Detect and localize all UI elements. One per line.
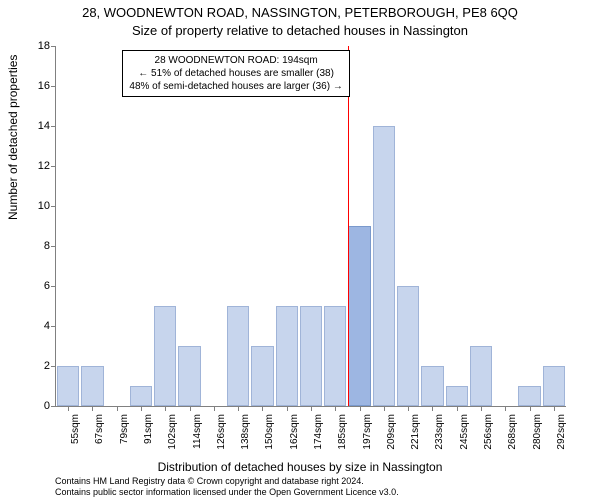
x-tick xyxy=(554,406,555,411)
x-tick xyxy=(92,406,93,411)
x-tick xyxy=(432,406,433,411)
histogram-bar xyxy=(154,306,176,406)
annotation-line-3: 48% of semi-detached houses are larger (… xyxy=(129,80,342,93)
y-tick xyxy=(51,166,56,167)
annotation-line-1: 28 WOODNEWTON ROAD: 194sqm xyxy=(129,54,342,67)
x-tick-label: 268sqm xyxy=(507,414,518,450)
x-tick-label: 126sqm xyxy=(216,414,227,450)
y-tick xyxy=(51,366,56,367)
y-tick xyxy=(51,86,56,87)
x-tick-label: 150sqm xyxy=(264,414,275,450)
x-tick-label: 138sqm xyxy=(240,414,251,450)
histogram-bar-highlight xyxy=(348,226,370,406)
footer-line-2: Contains public sector information licen… xyxy=(55,487,399,498)
x-tick-label: 102sqm xyxy=(167,414,178,450)
histogram-bar xyxy=(373,126,395,406)
x-tick-label: 91sqm xyxy=(143,414,154,444)
reference-line xyxy=(348,46,349,406)
y-tick-label: 4 xyxy=(44,320,50,332)
x-tick xyxy=(165,406,166,411)
y-tick-label: 16 xyxy=(38,80,50,92)
y-tick xyxy=(51,246,56,247)
x-tick xyxy=(360,406,361,411)
histogram-bar xyxy=(227,306,249,406)
histogram-bar xyxy=(300,306,322,406)
y-tick-label: 18 xyxy=(38,40,50,52)
x-tick xyxy=(238,406,239,411)
x-tick xyxy=(141,406,142,411)
y-tick xyxy=(51,46,56,47)
y-tick xyxy=(51,206,56,207)
x-tick xyxy=(408,406,409,411)
histogram-bar xyxy=(81,366,103,406)
annotation-box: 28 WOODNEWTON ROAD: 194sqm← 51% of detac… xyxy=(122,50,349,97)
x-tick xyxy=(311,406,312,411)
histogram-bar xyxy=(57,366,79,406)
x-tick xyxy=(457,406,458,411)
x-tick-label: 67sqm xyxy=(94,414,105,444)
x-tick xyxy=(530,406,531,411)
x-tick-label: 162sqm xyxy=(289,414,300,450)
chart-title-main: 28, WOODNEWTON ROAD, NASSINGTON, PETERBO… xyxy=(0,5,600,20)
x-tick-label: 55sqm xyxy=(70,414,81,444)
x-tick-label: 280sqm xyxy=(532,414,543,450)
histogram-bar xyxy=(518,386,540,406)
x-tick xyxy=(190,406,191,411)
chart-title-sub: Size of property relative to detached ho… xyxy=(0,23,600,38)
y-tick xyxy=(51,126,56,127)
y-tick-label: 2 xyxy=(44,360,50,372)
x-tick xyxy=(505,406,506,411)
histogram-bar xyxy=(397,286,419,406)
x-tick-label: 79sqm xyxy=(119,414,130,444)
y-tick xyxy=(51,406,56,407)
footer-line-1: Contains HM Land Registry data © Crown c… xyxy=(55,476,399,487)
x-tick-label: 233sqm xyxy=(434,414,445,450)
y-tick xyxy=(51,326,56,327)
x-tick xyxy=(68,406,69,411)
x-tick xyxy=(117,406,118,411)
y-tick-label: 12 xyxy=(38,160,50,172)
histogram-bar xyxy=(543,366,565,406)
x-tick xyxy=(214,406,215,411)
x-tick-label: 209sqm xyxy=(386,414,397,450)
histogram-bar xyxy=(251,346,273,406)
x-tick xyxy=(384,406,385,411)
footer-attribution: Contains HM Land Registry data © Crown c… xyxy=(55,476,399,498)
x-tick xyxy=(481,406,482,411)
x-tick-label: 185sqm xyxy=(337,414,348,450)
x-tick xyxy=(335,406,336,411)
histogram-bar xyxy=(470,346,492,406)
x-tick xyxy=(287,406,288,411)
x-tick xyxy=(262,406,263,411)
x-tick-label: 256sqm xyxy=(483,414,494,450)
histogram-bar xyxy=(276,306,298,406)
y-tick-label: 10 xyxy=(38,200,50,212)
x-axis-label: Distribution of detached houses by size … xyxy=(0,460,600,474)
x-tick-label: 174sqm xyxy=(313,414,324,450)
y-axis-label: Number of detached properties xyxy=(6,55,20,220)
x-tick-label: 221sqm xyxy=(410,414,421,450)
chart-plot-area: 28 WOODNEWTON ROAD: 194sqm← 51% of detac… xyxy=(55,46,566,407)
histogram-bar xyxy=(178,346,200,406)
annotation-line-2: ← 51% of detached houses are smaller (38… xyxy=(129,67,342,80)
y-tick xyxy=(51,286,56,287)
x-tick-label: 114sqm xyxy=(192,414,203,449)
histogram-bar xyxy=(446,386,468,406)
y-tick-label: 6 xyxy=(44,280,50,292)
y-tick-label: 14 xyxy=(38,120,50,132)
x-tick-label: 245sqm xyxy=(459,414,470,450)
histogram-bar xyxy=(324,306,346,406)
histogram-bar xyxy=(421,366,443,406)
x-tick-label: 197sqm xyxy=(362,414,373,450)
histogram-bar xyxy=(130,386,152,406)
y-tick-label: 0 xyxy=(44,400,50,412)
y-tick-label: 8 xyxy=(44,240,50,252)
x-tick-label: 292sqm xyxy=(556,414,567,450)
